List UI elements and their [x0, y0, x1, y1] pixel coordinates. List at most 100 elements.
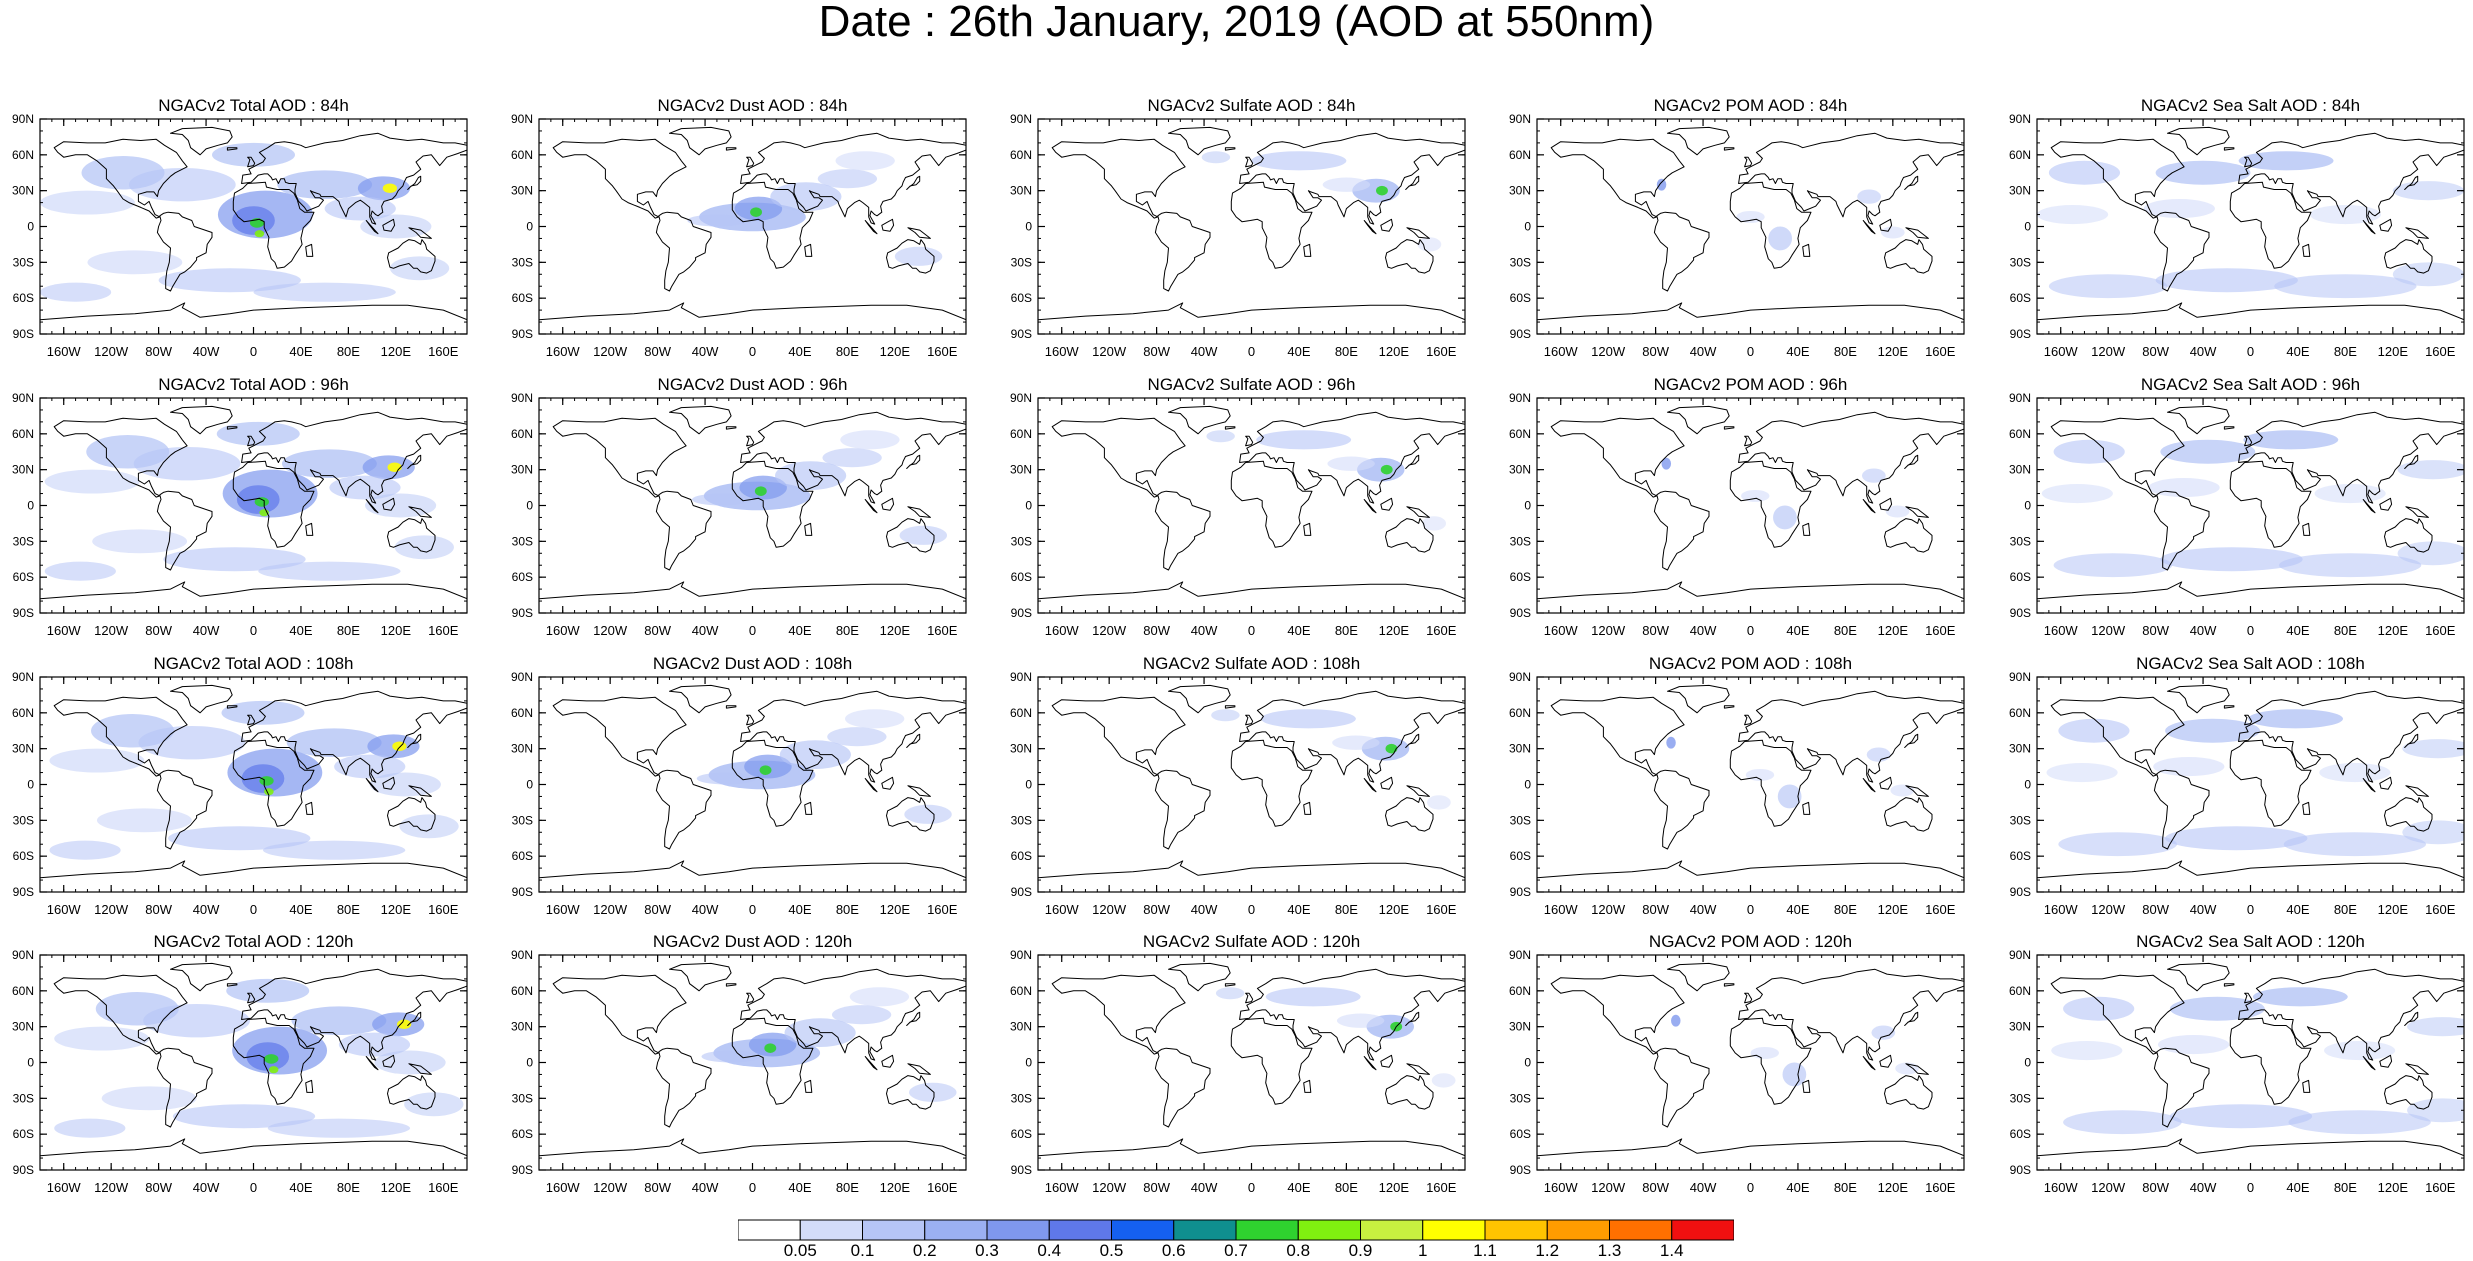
colorbar-label: 1.3	[1598, 1241, 1622, 1258]
lat-tick-label: 30S	[1011, 255, 1032, 269]
coastline	[226, 983, 238, 987]
lon-tick-label: 0	[250, 1180, 257, 1195]
map-panel-seasalt-r4: NGACv2 Sea Salt AOD : 120h 90N 60N 30N 0 30S 6…	[2009, 932, 2465, 1195]
aerosol-plume	[268, 1066, 279, 1074]
lat-tick-label: 60S	[1510, 1127, 1531, 1141]
aerosol-plume	[1773, 505, 1797, 530]
lat-tick-label: 90N	[1509, 670, 1531, 684]
coastline	[552, 138, 687, 219]
lon-tick-label: 80W	[1642, 902, 1669, 917]
lat-tick-label: 0	[1025, 1056, 1032, 1070]
coastline	[725, 426, 737, 430]
aerosol-plume	[168, 826, 311, 851]
coastline	[2153, 211, 2210, 292]
lat-tick-label: 30S	[2010, 534, 2031, 548]
coastline	[365, 778, 379, 793]
lat-tick-label: 30N	[12, 742, 34, 756]
lon-tick-label: 40W	[2190, 902, 2217, 917]
coastline	[746, 435, 755, 447]
aerosol-plume	[172, 1104, 316, 1129]
lat-tick-label: 0	[2024, 778, 2031, 792]
coastline	[1168, 962, 1231, 992]
map-panel-seasalt-r1: NGACv2 Sea Salt AOD : 84h 90N 60N 30N 0 30S 60…	[2009, 96, 2465, 359]
coastline	[1239, 690, 1465, 783]
aerosol-plume	[2063, 1110, 2182, 1135]
colorbar-bin	[1111, 1219, 1175, 1241]
lat-tick-label: 90S	[2010, 1163, 2031, 1177]
aerosol-plume	[1782, 1062, 1807, 1087]
lon-tick-label: 40W	[2190, 1180, 2217, 1195]
coastline	[2238, 968, 2464, 1061]
coastline	[1884, 239, 1933, 274]
coastline	[2167, 126, 2230, 156]
lon-tick-label: 40E	[2286, 623, 2309, 638]
panel-title: NGACv2 Sulfate AOD : 108h	[1143, 654, 1360, 673]
aerosol-plume	[1656, 178, 1667, 191]
coastline	[1729, 739, 1812, 827]
coastline	[1051, 417, 1186, 498]
coastline	[2362, 220, 2376, 235]
lon-tick-label: 120W	[94, 623, 129, 638]
lon-tick-label: 0	[250, 344, 257, 359]
lat-tick-label: 30N	[511, 1020, 533, 1034]
coastline	[740, 132, 966, 225]
panel-title: NGACv2 Sea Salt AOD : 84h	[2141, 96, 2360, 115]
map-panel-sulfate-r3: NGACv2 Sulfate AOD : 108h 90N 60N 30N 0 30S 60…	[1010, 654, 1466, 917]
aerosol-plume	[845, 709, 905, 729]
lon-tick-label: 80E	[1834, 1180, 1857, 1195]
aerosol-plume	[1666, 736, 1676, 749]
coastline	[1245, 992, 1254, 1004]
coastline	[1154, 769, 1211, 850]
lat-tick-label: 90S	[1510, 327, 1531, 341]
lon-tick-label: 160E	[428, 1180, 459, 1195]
lon-tick-label: 120E	[381, 1180, 412, 1195]
lon-tick-label: 120W	[593, 902, 628, 917]
aerosol-plume	[2037, 205, 2109, 225]
lon-tick-label: 160W	[2044, 344, 2079, 359]
colorbar-label: 0.3	[975, 1241, 999, 1258]
lon-tick-label: 80E	[337, 623, 360, 638]
lon-tick-label: 80E	[337, 344, 360, 359]
lat-tick-label: 0	[27, 778, 34, 792]
map-panels-grid: NGACv2 Total AOD : 84h 90N 60N 30N 0 30S 60S 90…	[12, 96, 2465, 1195]
lon-tick-label: 80W	[1143, 902, 1170, 917]
lat-tick-label: 60S	[2010, 570, 2031, 584]
coastline	[804, 1079, 813, 1093]
coastline	[53, 696, 188, 777]
coastline	[906, 175, 921, 190]
lon-tick-label: 80E	[1834, 902, 1857, 917]
coastline	[1802, 1079, 1811, 1093]
aerosol-plume	[158, 268, 301, 293]
aerosol-plume	[1215, 987, 1245, 1000]
aerosol-plume	[750, 207, 762, 217]
lon-tick-label: 80W	[644, 344, 671, 359]
coastline	[2384, 239, 2433, 274]
lat-tick-label: 60S	[1510, 570, 1531, 584]
coastline	[1405, 454, 1420, 469]
lon-tick-label: 160E	[428, 344, 459, 359]
lon-tick-label: 80W	[644, 902, 671, 917]
lon-tick-label: 0	[1248, 623, 1255, 638]
coastline	[2223, 705, 2235, 709]
aerosol-plume	[2252, 987, 2348, 1007]
aerosol-plume	[394, 535, 454, 560]
lon-tick-label: 160W	[2044, 902, 2079, 917]
colorbar-label: 0.4	[1037, 1241, 1061, 1258]
aerosol-plume	[1332, 735, 1380, 750]
lat-tick-label: 60N	[1010, 706, 1032, 720]
aerosol-plume	[360, 214, 432, 239]
lat-tick-label: 0	[1524, 220, 1531, 234]
coastline	[906, 1011, 921, 1026]
aerosol-plume	[44, 469, 140, 494]
map-panel-pom-r4: NGACv2 POM AOD : 120h 90N 60N 30N 0 30S 60S 90S…	[1509, 932, 1965, 1195]
coastline	[2167, 684, 2230, 714]
aerosol-plume	[894, 246, 943, 266]
lon-tick-label: 120E	[880, 902, 911, 917]
aerosol-plume	[54, 1026, 150, 1051]
lon-tick-label: 160W	[1045, 1180, 1080, 1195]
aerosol-plume	[133, 446, 241, 481]
lat-tick-label: 0	[27, 1056, 34, 1070]
lon-tick-label: 80W	[2142, 623, 2169, 638]
aerosol-plume	[374, 1050, 446, 1075]
aerosol-plume	[258, 561, 401, 581]
